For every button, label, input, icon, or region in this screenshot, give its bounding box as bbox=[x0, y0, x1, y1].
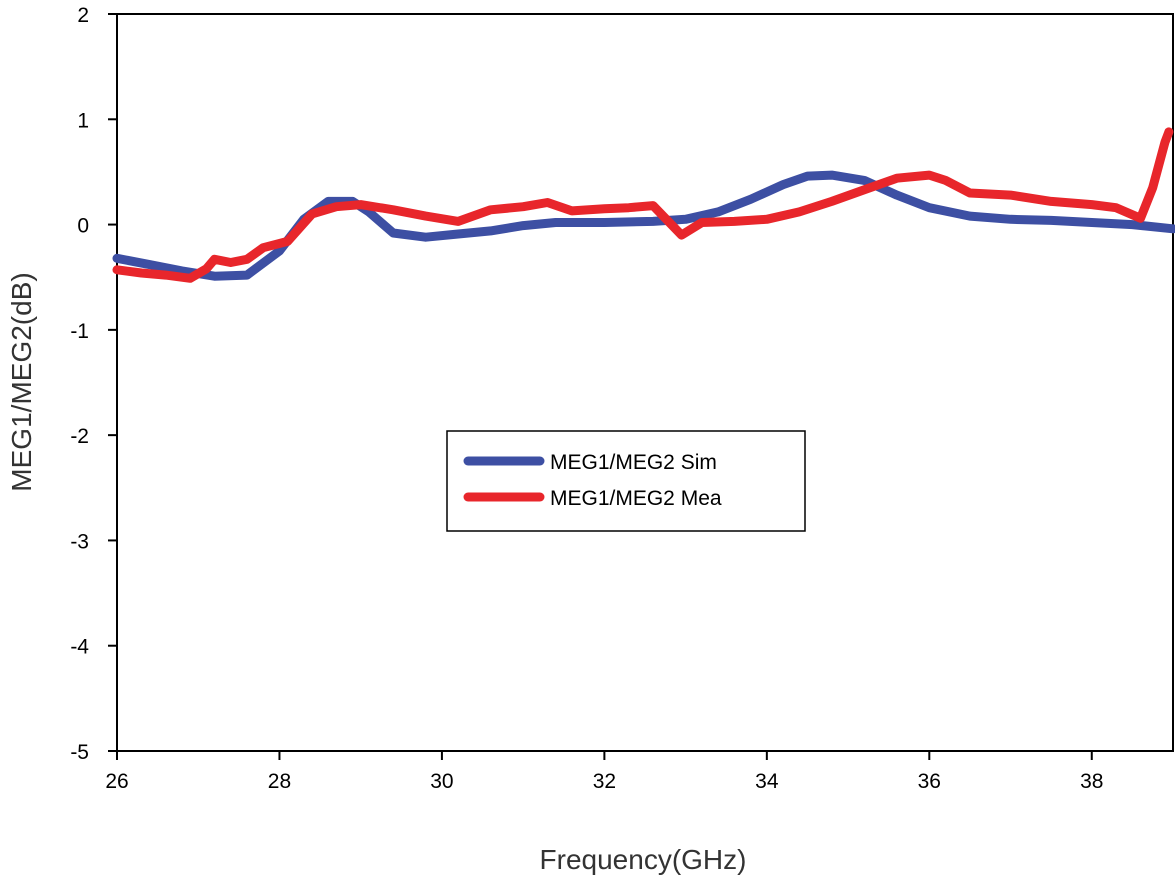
y-tick-label: 0 bbox=[77, 215, 89, 238]
y-tick-label: -3 bbox=[70, 530, 89, 553]
legend-box bbox=[446, 430, 806, 532]
y-tick-label: -4 bbox=[70, 636, 89, 659]
legend: MEG1/MEG2 Sim MEG1/MEG2 Mea bbox=[446, 430, 806, 532]
y-tick-label: 2 bbox=[77, 4, 89, 27]
x-tick-label: 38 bbox=[1080, 770, 1103, 793]
x-tick-label: 36 bbox=[918, 770, 941, 793]
x-axis-title: Frequency(GHz) bbox=[540, 844, 747, 875]
legend-label-sim: MEG1/MEG2 Sim bbox=[550, 451, 717, 474]
y-axis-ticks: -5 -4 -3 -2 -1 0 1 2 bbox=[70, 4, 117, 764]
x-tick-label: 34 bbox=[755, 770, 779, 793]
y-tick-label: -5 bbox=[70, 741, 89, 764]
series-line-sim bbox=[112, 170, 1175, 281]
plot-frame bbox=[116, 13, 1174, 752]
x-tick-label: 28 bbox=[268, 770, 291, 793]
x-tick-label: 30 bbox=[430, 770, 453, 793]
legend-label-mea: MEG1/MEG2 Mea bbox=[550, 487, 722, 510]
x-tick-label: 32 bbox=[593, 770, 616, 793]
y-tick-label: -2 bbox=[70, 425, 89, 448]
x-tick-label: 26 bbox=[105, 770, 128, 793]
y-tick-label: 1 bbox=[77, 109, 89, 132]
series-lines bbox=[112, 127, 1175, 283]
series-line-mea bbox=[112, 127, 1174, 283]
x-axis-ticks: 26 28 30 32 34 36 38 bbox=[105, 751, 1103, 793]
y-axis-title: MEG1/MEG2(dB) bbox=[6, 272, 37, 491]
y-tick-label: -1 bbox=[70, 320, 89, 343]
